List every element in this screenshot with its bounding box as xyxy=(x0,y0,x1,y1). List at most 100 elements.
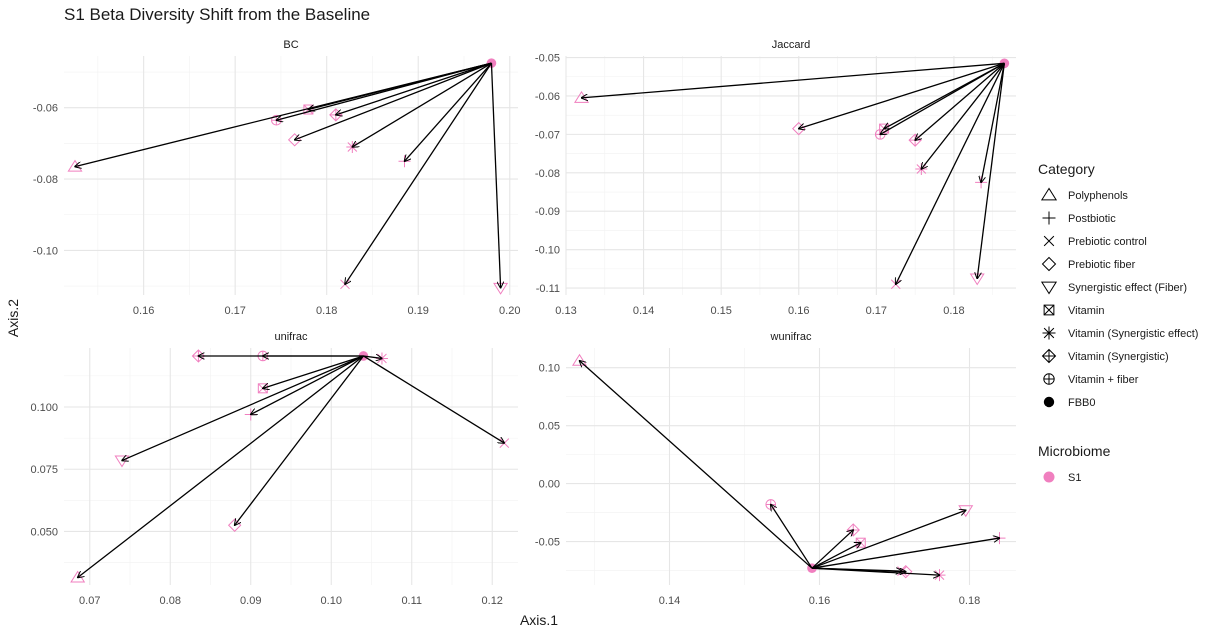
shift-arrow-prebiotic-control xyxy=(345,62,492,284)
chart-title: S1 Beta Diversity Shift from the Baselin… xyxy=(64,5,370,24)
x-tick-label: 0.18 xyxy=(316,305,337,317)
legend-item-label: Prebiotic fiber xyxy=(1068,259,1136,271)
x-tick-label: 0.13 xyxy=(555,305,576,317)
grid xyxy=(566,348,1016,585)
x-axis-label: Axis.1 xyxy=(520,612,558,628)
y-tick-label: -0.11 xyxy=(536,283,560,295)
legend-item-fbb0: FBB0 xyxy=(1043,396,1096,409)
legend-item-synergistic-effect-fiber: Synergistic effect (Fiber) xyxy=(1040,281,1187,295)
shift-arrow-synergistic-effect-fiber xyxy=(122,355,364,461)
shift-arrow-vitamin-synergistic-effect xyxy=(352,62,492,147)
shift-arrow-synergistic-effect-fiber xyxy=(490,63,500,288)
x-tick-label: 0.10 xyxy=(321,595,342,607)
legend-item-label: Polyphenols xyxy=(1068,190,1128,202)
y-tick-label: 0.05 xyxy=(539,421,560,433)
legend-item-postbiotic: Postbiotic xyxy=(1042,211,1116,225)
legend-item-label: Postbiotic xyxy=(1068,213,1116,225)
panel-title: BC xyxy=(283,39,298,51)
x-tick-label: 0.16 xyxy=(809,595,830,607)
point-synergistic-effect-fiber xyxy=(958,505,974,518)
legend-item-vitamin-synergistic-effect: Vitamin (Synergistic effect) xyxy=(1042,326,1198,340)
y-tick-label: 0.100 xyxy=(30,402,58,414)
x-tick-label: 0.19 xyxy=(408,305,429,317)
microbiome-swatch xyxy=(1043,471,1055,483)
legend-item-prebiotic-fiber: Prebiotic fiber xyxy=(1041,256,1136,272)
shift-arrow-vitamin xyxy=(263,355,364,388)
y-tick-label: -0.07 xyxy=(535,129,560,141)
legend-item-vitamin: Vitamin xyxy=(1043,304,1104,317)
shift-arrow-postbiotic xyxy=(811,538,1000,569)
legend-item-label: Vitamin (Synergistic effect) xyxy=(1068,328,1198,340)
points xyxy=(70,349,510,583)
legend-item-label: Prebiotic control xyxy=(1068,236,1147,248)
y-axis-label: Axis.2 xyxy=(5,299,21,337)
y-tick-label: -0.10 xyxy=(535,245,560,257)
shift-arrow-vitamin-fiber xyxy=(880,62,1005,134)
panel-title: wunifrac xyxy=(770,331,812,343)
shift-arrow-polyphenols xyxy=(580,361,813,569)
shift-arrow-vitamin-synergistic-effect xyxy=(363,356,382,358)
legend: Category Polyphenols Postbiotic Prebiotic c… xyxy=(1038,161,1198,484)
panel-wunifrac: wunifrac 0.14 0.16 0.18 0.10 0.05 0.00 -0.05 xyxy=(535,331,1016,607)
shift-arrow-synergistic-effect-fiber xyxy=(977,63,1006,278)
shift-arrow-vitamin xyxy=(308,62,492,109)
y-tick-label: 0.075 xyxy=(30,464,58,476)
shift-arrow-synergistic-effect-fiber xyxy=(811,510,966,569)
shift-arrow-polyphenols xyxy=(582,62,1005,98)
shift-arrow-prebiotic-control xyxy=(363,355,504,443)
y-tick-label: -0.06 xyxy=(33,103,58,115)
y-tick-label: -0.05 xyxy=(535,537,560,549)
legend-item-polyphenols: Polyphenols xyxy=(1040,187,1128,202)
grid xyxy=(64,56,518,295)
y-tick-label: -0.10 xyxy=(33,245,58,257)
y-tick-label: 0.050 xyxy=(30,526,58,538)
panel-title: unifrac xyxy=(274,331,308,343)
x-tick-label: 0.18 xyxy=(943,305,964,317)
x-tick-label: 0.16 xyxy=(788,305,809,317)
arrows xyxy=(75,62,501,288)
legend-item-vitamin-synergistic: Vitamin (Synergistic) xyxy=(1041,348,1169,364)
legend-item-label: Vitamin + fiber xyxy=(1068,374,1139,386)
grid xyxy=(64,348,518,585)
x-tick-label: 0.09 xyxy=(240,595,261,607)
x-tick-label: 0.14 xyxy=(633,305,654,317)
panel-unifrac: unifrac 0.07 0.08 0.09 0.10 0.11 0.12 0.100 0.07… xyxy=(30,331,518,607)
y-tick-label: -0.09 xyxy=(535,206,560,218)
x-tick-label: 0.08 xyxy=(160,595,181,607)
legend-item-label: Vitamin xyxy=(1068,305,1104,317)
x-tick-label: 0.17 xyxy=(866,305,887,317)
legend-item-prebiotic-control: Prebiotic control xyxy=(1043,235,1147,248)
shift-arrow-postbiotic xyxy=(405,62,492,161)
shift-arrow-vitamin-synergistic xyxy=(915,62,1005,140)
shift-arrow-prebiotic-control xyxy=(811,568,902,571)
facet-panels: BC0.16 0.17 0.18 0.19 0.20-0.06-0.08-0.10Jac… xyxy=(30,39,1016,607)
x-tick-label: 0.16 xyxy=(133,305,154,317)
x-tick-label: 0.07 xyxy=(79,595,100,607)
arrows xyxy=(582,62,1006,284)
x-tick-label: 0.18 xyxy=(959,595,980,607)
arrows xyxy=(78,356,505,578)
x-tick-label: 0.11 xyxy=(401,595,422,607)
grid xyxy=(565,56,1016,295)
panel-jaccard: Jaccard 0.13 0.14 0.15 0.16 0.17 0.18 -0.05 -0.0… xyxy=(535,39,1016,317)
shift-arrow-vitamin xyxy=(811,543,861,569)
y-tick-label: 0.00 xyxy=(539,479,560,491)
shift-arrow-prebiotic-fiber xyxy=(799,62,1005,128)
y-tick-label: -0.05 xyxy=(535,53,560,65)
shift-arrow-vitamin-synergistic xyxy=(811,530,853,569)
legend-item-label: FBB0 xyxy=(1068,397,1096,409)
legend-category-title: Category xyxy=(1038,161,1095,177)
y-tick-label: -0.06 xyxy=(535,91,560,103)
y-tick-label: 0.10 xyxy=(539,363,560,375)
shift-arrow-postbiotic xyxy=(981,63,1005,182)
panel-title: Jaccard xyxy=(772,39,811,51)
shift-arrow-postbiotic xyxy=(251,355,364,415)
point-synergistic-effect-fiber xyxy=(114,455,130,468)
y-tick-label: -0.08 xyxy=(535,168,560,180)
legend-item-label: Vitamin (Synergistic) xyxy=(1068,351,1169,363)
legend-item-label: S1 xyxy=(1068,472,1081,484)
legend-item-label: Synergistic effect (Fiber) xyxy=(1068,282,1187,294)
x-tick-label: 0.15 xyxy=(710,305,731,317)
legend-microbiome-title: Microbiome xyxy=(1038,443,1111,459)
